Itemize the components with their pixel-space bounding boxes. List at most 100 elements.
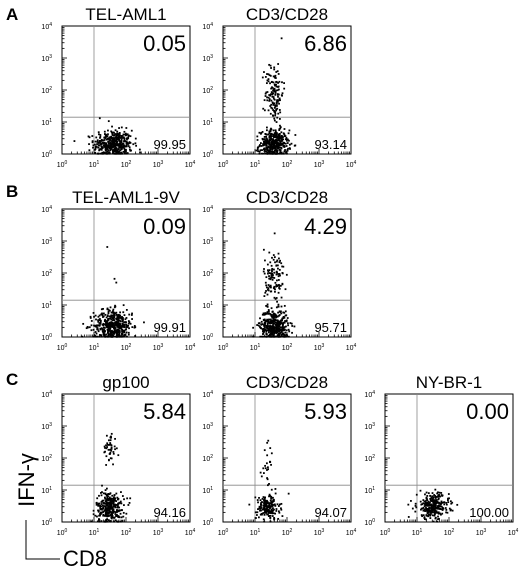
event-point	[96, 139, 99, 142]
event-point	[257, 150, 260, 153]
event-point	[122, 511, 125, 514]
event-point	[267, 140, 270, 143]
panel-title: TEL-AML1	[85, 5, 166, 24]
event-point	[255, 149, 258, 152]
event-point	[107, 152, 110, 155]
event-point	[126, 141, 129, 144]
event-point	[273, 98, 276, 101]
event-point	[126, 335, 128, 338]
event-point	[256, 499, 259, 501]
event-point	[103, 320, 106, 323]
event-point	[284, 310, 287, 313]
y-tick-exponent: 2	[372, 454, 375, 460]
event-point	[273, 326, 276, 329]
event-points	[90, 432, 132, 523]
event-point	[265, 462, 268, 465]
event-point	[429, 499, 432, 502]
event-point	[273, 232, 276, 235]
event-point	[129, 148, 131, 151]
event-point	[269, 326, 271, 329]
event-point	[447, 499, 449, 502]
event-point	[286, 138, 289, 141]
event-point	[272, 326, 274, 329]
event-point	[103, 130, 106, 133]
event-point	[269, 461, 271, 464]
event-point	[277, 279, 280, 281]
event-point	[271, 146, 274, 149]
event-point	[114, 513, 117, 515]
event-point	[273, 119, 276, 122]
event-point	[115, 147, 118, 149]
event-point	[264, 467, 267, 470]
event-point	[278, 118, 281, 120]
event-point	[271, 278, 274, 281]
event-point	[428, 513, 431, 516]
event-point	[268, 493, 271, 496]
event-point	[271, 509, 273, 512]
event-point	[262, 107, 265, 110]
event-point	[273, 102, 276, 105]
event-point	[430, 497, 432, 500]
event-point	[114, 143, 117, 146]
event-point	[451, 509, 454, 512]
event-point	[273, 508, 275, 511]
event-point	[257, 508, 259, 511]
event-point	[99, 321, 102, 323]
event-point	[107, 495, 109, 498]
event-point	[100, 505, 103, 508]
event-point	[426, 499, 429, 501]
x-tick-label: 101	[89, 528, 100, 537]
y-tick-exponent: 2	[210, 269, 213, 275]
y-tick-exponent: 3	[49, 237, 52, 243]
event-point	[280, 138, 283, 140]
event-point	[264, 92, 267, 95]
event-point	[269, 505, 272, 508]
event-point	[266, 326, 269, 329]
y-tick-exponent: 4	[210, 205, 213, 211]
event-point	[281, 135, 284, 138]
event-point	[110, 145, 113, 148]
event-point	[269, 313, 272, 315]
event-point	[285, 150, 288, 153]
event-point	[108, 439, 110, 442]
event-point	[127, 320, 130, 322]
event-point	[113, 504, 116, 507]
event-point	[123, 314, 126, 317]
event-point	[119, 520, 122, 523]
event-point	[105, 143, 107, 145]
event-point	[101, 141, 104, 144]
event-point	[260, 502, 262, 505]
event-point	[127, 322, 130, 325]
event-point	[113, 325, 116, 328]
event-point	[109, 511, 112, 513]
event-point	[113, 496, 115, 499]
event-point	[97, 131, 100, 134]
event-point	[272, 92, 275, 95]
event-point	[263, 511, 266, 514]
x-tick-label: 102	[282, 343, 293, 352]
y-tick-exponent: 3	[49, 422, 52, 428]
event-point	[131, 318, 133, 320]
event-point	[125, 127, 128, 129]
event-point	[425, 502, 428, 504]
x-tick-label: 100	[57, 343, 68, 352]
event-point	[99, 508, 102, 511]
event-point	[111, 152, 114, 155]
event-point	[264, 503, 267, 505]
event-point	[276, 135, 279, 138]
event-point	[100, 140, 102, 142]
event-point	[104, 148, 107, 151]
y-tick-exponent: 1	[210, 486, 213, 492]
event-point	[414, 504, 417, 507]
lower-right-percentage: 94.16	[153, 505, 186, 520]
event-point	[123, 151, 126, 153]
event-point	[120, 516, 123, 519]
event-point	[272, 75, 275, 78]
event-point	[116, 136, 119, 139]
event-point	[109, 149, 112, 152]
event-point	[271, 329, 274, 332]
event-point	[119, 512, 122, 515]
event-point	[122, 304, 125, 307]
event-point	[114, 505, 117, 508]
event-point	[102, 492, 105, 495]
